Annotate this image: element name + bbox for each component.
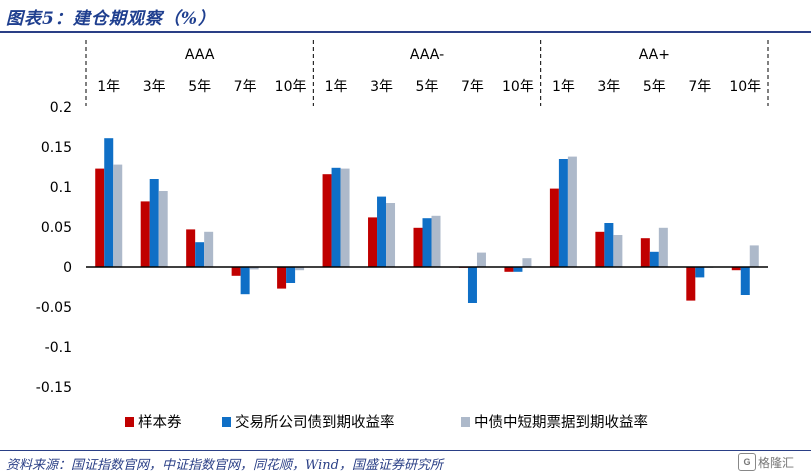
- x-tick-label: 10年: [729, 79, 761, 95]
- group-labels: AAA AAA- AA+: [185, 47, 670, 63]
- watermark-logo-icon: G: [738, 453, 756, 471]
- legend-swatch: [461, 417, 470, 427]
- title-divider: [0, 31, 811, 33]
- y-axis: -0.15 -0.1 -0.05 0 0.05 0.1 0.15 0.2: [36, 100, 72, 396]
- bar: [467, 267, 477, 303]
- group-label: AA+: [639, 47, 670, 63]
- bar: [604, 223, 614, 267]
- bar: [513, 267, 523, 272]
- bar: [368, 217, 378, 267]
- group-label: AAA: [185, 47, 215, 63]
- bar: [377, 196, 387, 267]
- x-tick-label: 7年: [234, 79, 257, 95]
- legend-swatch: [125, 417, 134, 427]
- bar: [431, 215, 441, 267]
- x-tick-label: 1年: [97, 79, 120, 95]
- bar: [731, 267, 741, 271]
- bar: [613, 235, 623, 267]
- bar: [649, 251, 659, 267]
- y-tick-label: -0.1: [45, 340, 72, 356]
- x-tick-label: 7年: [688, 79, 711, 95]
- bar: [240, 267, 250, 295]
- group-label: AAA-: [410, 47, 444, 63]
- bar: [277, 267, 287, 289]
- x-tick-label: 3年: [370, 79, 393, 95]
- x-tick-label: 3年: [143, 79, 166, 95]
- bar: [595, 231, 605, 267]
- bar: [695, 267, 705, 278]
- bar: [195, 242, 205, 267]
- bar: [149, 179, 159, 267]
- bar: [158, 191, 168, 267]
- bar: [113, 164, 123, 267]
- legend-label: 样本券: [138, 414, 182, 431]
- bar: [749, 245, 759, 267]
- bar: [331, 167, 341, 267]
- bar: [140, 201, 150, 267]
- bar: [413, 227, 423, 267]
- legend-label: 交易所公司债到期收益率: [235, 413, 395, 431]
- bar: [549, 188, 559, 267]
- legend-swatch: [222, 417, 231, 427]
- bar: [567, 156, 577, 267]
- chart-title: 图表5：建仓期观察（%）: [6, 9, 216, 29]
- bar: [522, 258, 532, 267]
- bar-chart: AAA AAA- AA+ 1年 3年 5年 7年 10年 1年 3年 5年 7年 10年 1年 3年 5年 7…: [36, 40, 769, 431]
- bar: [386, 203, 396, 267]
- y-tick-label: -0.15: [36, 380, 72, 396]
- bar: [322, 174, 332, 267]
- y-tick-label: 0.05: [41, 220, 72, 236]
- bar: [340, 168, 350, 267]
- x-tick-label: 10年: [275, 79, 307, 95]
- bar: [295, 267, 305, 271]
- x-tick-label: 1年: [552, 79, 575, 95]
- legend: 样本券 交易所公司债到期收益率 中债中短期票据到期收益率: [125, 413, 648, 431]
- bar: [740, 267, 750, 295]
- term-labels: 1年 3年 5年 7年 10年 1年 3年 5年 7年 10年 1年 3年 5年 7年 10年: [97, 79, 761, 95]
- bar: [422, 218, 432, 267]
- bar: [95, 168, 105, 267]
- x-tick-label: 1年: [325, 79, 348, 95]
- bars: [95, 138, 759, 303]
- bar: [249, 267, 259, 270]
- watermark-text: 格隆汇: [758, 455, 795, 470]
- x-tick-label: 5年: [188, 79, 211, 95]
- bar: [686, 267, 696, 301]
- bar: [658, 227, 668, 267]
- x-tick-label: 10年: [502, 79, 534, 95]
- legend-label: 中债中短期票据到期收益率: [474, 414, 648, 431]
- x-tick-label: 5年: [416, 79, 439, 95]
- x-tick-label: 5年: [643, 79, 666, 95]
- bar: [504, 267, 514, 272]
- footer-divider: [0, 450, 811, 451]
- bar: [640, 238, 650, 267]
- y-tick-label: 0.15: [41, 140, 72, 156]
- y-tick-label: 0.2: [50, 100, 72, 116]
- group-dividers: [85, 40, 769, 106]
- bar: [558, 159, 568, 267]
- bar: [104, 138, 114, 267]
- bar: [476, 252, 486, 267]
- bar: [186, 229, 196, 267]
- y-tick-label: 0: [63, 260, 72, 276]
- x-tick-label: 7年: [461, 79, 484, 95]
- y-tick-label: 0.1: [50, 180, 72, 196]
- x-tick-label: 3年: [597, 79, 620, 95]
- bar: [286, 267, 296, 283]
- source-note: 资料来源：国证指数官网，中证指数官网，同花顺，Wind，国盛证券研究所: [6, 458, 443, 473]
- y-tick-label: -0.05: [36, 300, 72, 316]
- watermark: G 格隆汇: [738, 451, 808, 473]
- bar: [204, 231, 214, 267]
- bar: [231, 267, 241, 276]
